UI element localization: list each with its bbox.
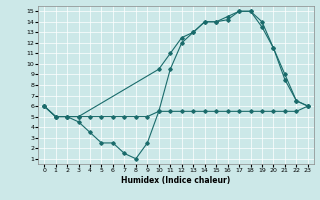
X-axis label: Humidex (Indice chaleur): Humidex (Indice chaleur) xyxy=(121,176,231,185)
